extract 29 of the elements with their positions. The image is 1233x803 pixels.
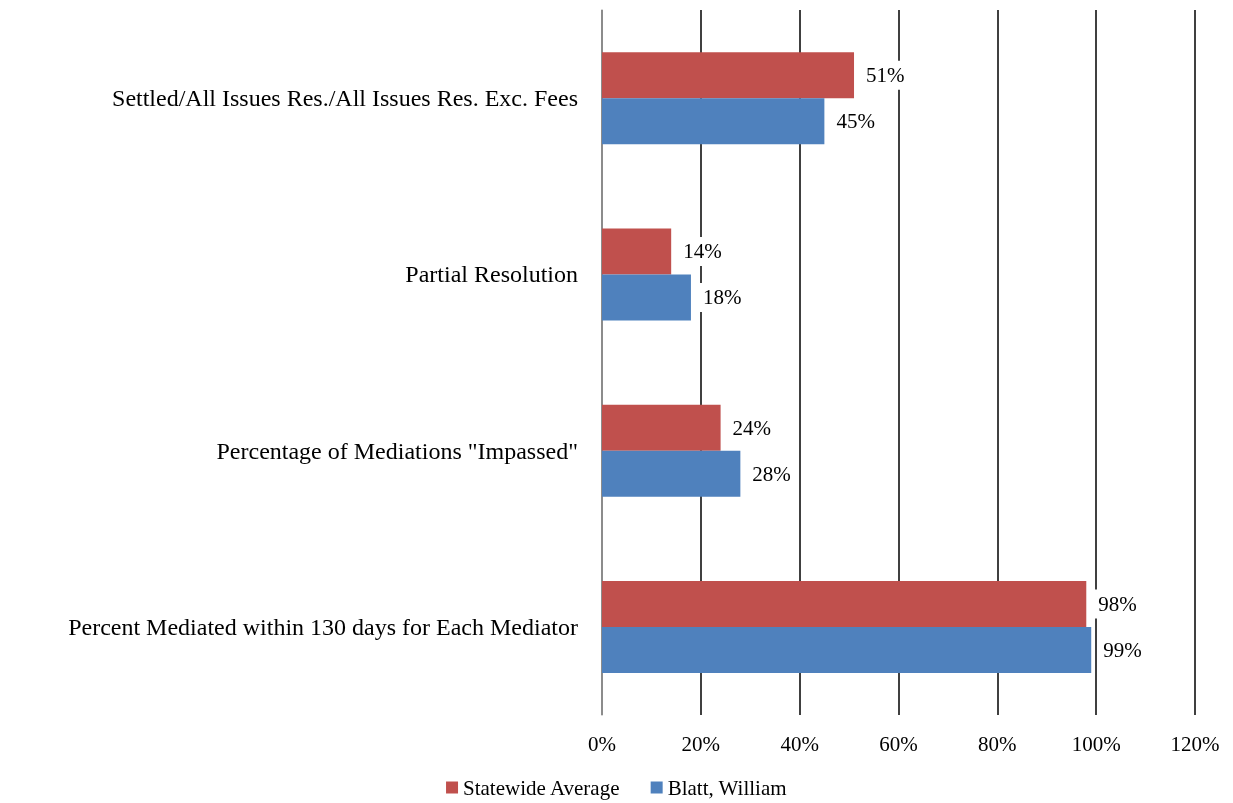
- y-tick-label: Partial Resolution: [405, 261, 578, 288]
- y-tick-label: Percent Mediated within 130 days for Each Mediator: [68, 613, 578, 640]
- data-label: 18%: [702, 285, 742, 310]
- y-tick-label: Percentage of Mediations "Impassed": [216, 437, 578, 464]
- bar: [602, 274, 691, 321]
- x-tick-label: 80%: [978, 731, 1017, 756]
- bar: [602, 450, 741, 497]
- data-label: 51%: [866, 63, 905, 88]
- data-label: 45%: [836, 109, 875, 134]
- data-label: 28%: [752, 461, 791, 486]
- x-tick-label: 20%: [681, 731, 721, 756]
- data-label: 99%: [1103, 637, 1142, 662]
- bar: [602, 404, 721, 451]
- bar: [602, 626, 1092, 673]
- x-tick-label: 120%: [1170, 731, 1220, 756]
- bar: [602, 580, 1087, 627]
- legend-label: Statewide Average: [463, 775, 620, 800]
- y-tick-label: Settled/All Issues Res./All Issues Res. Exc. Fees: [112, 85, 578, 112]
- data-label: 24%: [732, 415, 772, 440]
- x-tick-label: 100%: [1071, 731, 1121, 756]
- bar: [602, 98, 825, 145]
- x-tick-label: 0%: [588, 731, 616, 756]
- bar: [602, 52, 855, 99]
- data-label: 14%: [683, 239, 722, 264]
- x-tick-label: 60%: [879, 731, 918, 756]
- x-tick-label: 40%: [780, 731, 819, 756]
- legend-label: Blatt, William: [667, 775, 787, 800]
- data-label: 98%: [1098, 591, 1137, 616]
- bar: [602, 228, 672, 275]
